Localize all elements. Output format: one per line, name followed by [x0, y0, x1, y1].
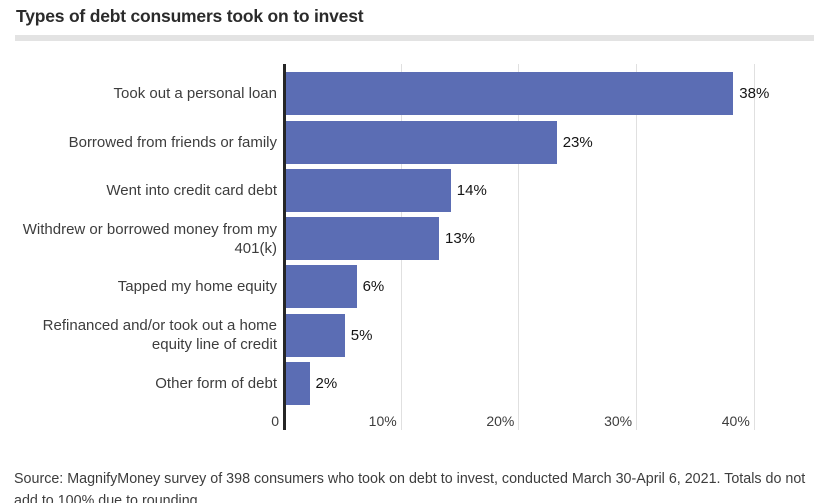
- bar: [286, 217, 439, 261]
- category-label: Other form of debt: [155, 375, 277, 393]
- bar-row: Tapped my home equity 6%: [0, 263, 830, 311]
- bar-row: Borrowed from friends or family 23%: [0, 118, 830, 166]
- x-tick-label: 10%: [368, 413, 397, 429]
- bar-row: Took out a personal loan 38%: [0, 70, 830, 118]
- value-label: 14%: [456, 181, 487, 199]
- bar-row: Refinanced and/or took out a home equity…: [0, 311, 830, 359]
- source-note: Source: MagnifyMoney survey of 398 consu…: [14, 471, 806, 503]
- bar-row: Went into credit card debt 14%: [0, 166, 830, 214]
- bar: [286, 72, 734, 116]
- x-tick-label: 30%: [604, 413, 633, 429]
- gridline: [753, 64, 755, 430]
- category-label: Took out a personal loan: [113, 85, 277, 103]
- category-label: Refinanced and/or took out a home equity…: [42, 317, 277, 354]
- chart-title: Types of debt consumers took on to inves…: [16, 6, 364, 26]
- bar-row: Other form of debt 2%: [0, 359, 830, 407]
- bar: [286, 168, 451, 212]
- gridline: [636, 64, 638, 430]
- value-label: 5%: [350, 326, 373, 344]
- category-label: Borrowed from friends or family: [68, 133, 277, 151]
- x-tick-label: 40%: [721, 413, 750, 429]
- category-label: Tapped my home equity: [117, 278, 277, 296]
- title-divider: [15, 35, 814, 41]
- category-label: Went into credit card debt: [106, 181, 277, 199]
- bar: [286, 362, 310, 406]
- bar-chart: Took out a personal loan 38% Borrowed fr…: [0, 70, 830, 408]
- bar: [286, 313, 345, 357]
- x-tick-label: 0: [271, 413, 279, 429]
- x-tick-label: 20%: [486, 413, 515, 429]
- value-label: 2%: [315, 375, 338, 393]
- gridline: [518, 64, 520, 430]
- bar: [286, 265, 357, 309]
- bar: [286, 120, 557, 164]
- value-label: 6%: [362, 278, 385, 296]
- value-label: 23%: [562, 133, 593, 151]
- category-label: Withdrew or borrowed money from my 401(k…: [22, 220, 277, 257]
- bar-row: Withdrew or borrowed money from my 401(k…: [0, 214, 830, 262]
- value-label: 38%: [739, 85, 770, 103]
- y-axis-line: [283, 64, 286, 430]
- value-label: 13%: [445, 230, 476, 248]
